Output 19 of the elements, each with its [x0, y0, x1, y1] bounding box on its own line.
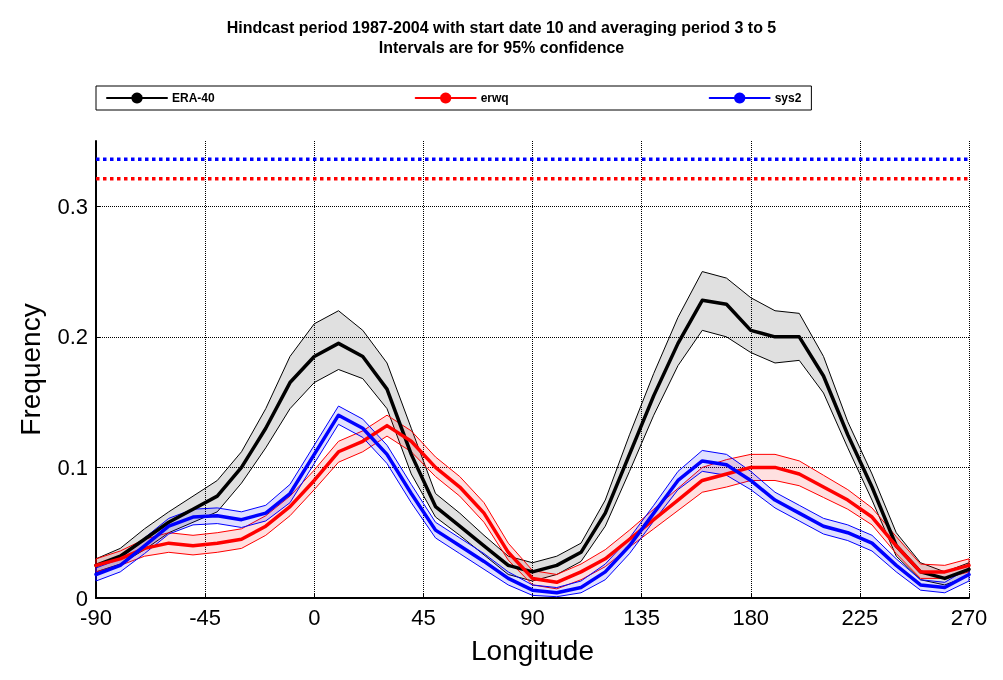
y-tick-label: 0 — [75, 585, 88, 611]
x-tick-label: 270 — [950, 604, 988, 630]
x-axis-title: Longitude — [470, 634, 595, 666]
x-tick-label: 0 — [308, 604, 321, 630]
y-tick-label: 0.1 — [57, 454, 88, 480]
legend-label: ERA-40 — [172, 91, 216, 105]
x-tick-label: 225 — [841, 604, 879, 630]
y-tick-label: 0.2 — [57, 324, 88, 350]
legend-label: sys2 — [774, 91, 802, 105]
legend-label: erwq — [480, 91, 509, 105]
chart-title: Hindcast period 1987-2004 with start date 10 and averaging period 3 to 5 — [226, 18, 777, 36]
x-tick-label: 45 — [411, 604, 436, 630]
x-tick-label: -45 — [189, 604, 222, 630]
chart-subtitle: Intervals are for 95% confidence — [378, 38, 625, 56]
x-tick-label: 180 — [732, 604, 770, 630]
y-tick-label: 0.3 — [57, 193, 88, 219]
x-tick-label: 135 — [623, 604, 660, 630]
x-tick-label: 90 — [520, 604, 545, 630]
y-axis-title: Frequency — [14, 303, 46, 436]
